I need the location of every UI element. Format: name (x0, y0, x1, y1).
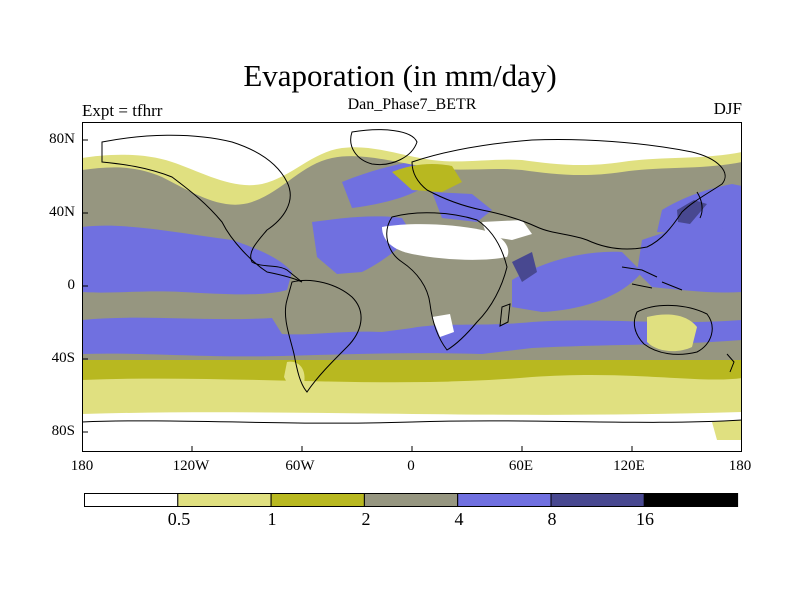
evaporation-map (82, 122, 742, 452)
lat-label-40s: 40S (51, 350, 75, 366)
shade-arabian-8-16 (512, 252, 537, 282)
shade-australia-0.5-1 (647, 314, 697, 352)
lon-label-120e: 120E (613, 458, 645, 474)
shade-southern-0.5-1 (82, 374, 742, 422)
lat-label-0: 0 (67, 277, 76, 293)
experiment-label: Expt = tfhrr (82, 101, 163, 120)
lon-label-180w: 180 (70, 458, 94, 474)
lon-label-60e: 60E (508, 458, 534, 474)
lat-label-80s: 80S (51, 423, 75, 439)
colorbar-box-3 (363, 493, 459, 507)
colorbar-box-6 (643, 493, 739, 507)
colorbar-label-16: 16 (636, 509, 654, 529)
shade-west-pacific-4-8 (637, 221, 742, 293)
colorbar (84, 493, 739, 507)
colorbar-label-0.5: 0.5 (167, 509, 191, 529)
shade-kuroshio-8-16 (677, 200, 707, 224)
map-title: Evaporation (in mm/day) (243, 58, 557, 93)
lon-label-0: 0 (407, 458, 415, 474)
shade-pacific-4-8 (82, 225, 292, 295)
colorbar-label-2: 2 (361, 509, 371, 529)
lon-label-180e: 180 (728, 458, 752, 474)
shade-patagonia (284, 361, 305, 392)
colorbar-box-0 (84, 493, 179, 507)
map-ticks (82, 139, 742, 452)
lat-label-80n: 80N (49, 131, 75, 147)
colorbar-box-4 (457, 493, 552, 507)
shade-antarctic-coast (712, 420, 742, 440)
colorbar-box-5 (550, 493, 645, 507)
shade-europe-1-2 (392, 164, 462, 192)
colorbar-box-1 (177, 493, 272, 507)
shade-indian-4-8 (512, 251, 642, 312)
coastlines (82, 129, 742, 424)
colorbar-label-1: 1 (267, 509, 277, 529)
map-subtitle: Dan_Phase7_BETR (347, 96, 477, 113)
shade-arabia (482, 220, 532, 240)
shade-sh-4-8 (82, 317, 742, 357)
lon-label-60w: 60W (285, 458, 315, 474)
lat-label-40n: 40N (49, 204, 75, 220)
shade-kalahari (432, 314, 454, 337)
lon-label-120w: 120W (172, 458, 210, 474)
colorbar-box-2 (270, 493, 365, 507)
season-label: DJF (713, 99, 742, 118)
colorbar-label-4: 4 (454, 509, 464, 529)
colorbar-label-8: 8 (547, 509, 557, 529)
shade-nh-white (82, 122, 742, 186)
shade-sahara (382, 224, 509, 260)
